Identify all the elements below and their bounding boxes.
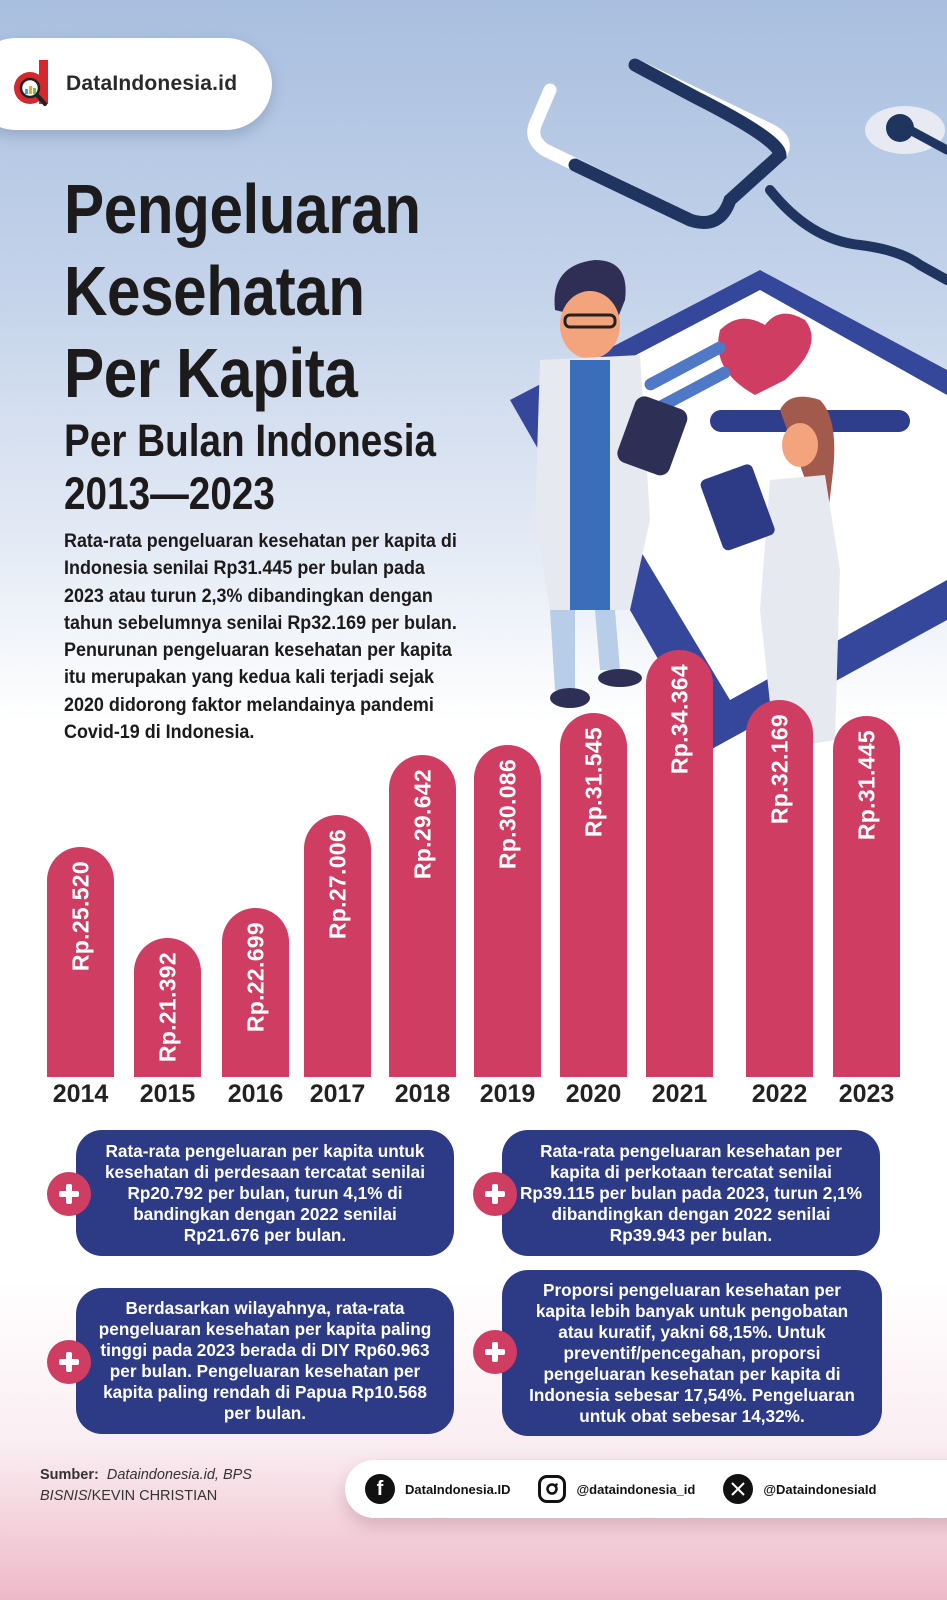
x-tick-2017: 2017 bbox=[309, 1080, 366, 1108]
stethoscope-icon bbox=[527, 58, 947, 285]
bar-value-label: Rp.29.642 bbox=[409, 769, 435, 880]
brand-logo-pill: DataIndonesia.id bbox=[0, 38, 272, 130]
bar-2018: Rp.29.642 bbox=[389, 755, 456, 1077]
x-icon bbox=[723, 1474, 754, 1504]
doctor-female-illustration bbox=[700, 396, 840, 790]
bar-2022: Rp.32.169 bbox=[746, 700, 813, 1077]
note-proportion: Proporsi pengeluaran kesehatan per kapit… bbox=[502, 1270, 882, 1436]
medical-illustration bbox=[480, 50, 947, 810]
x-tick-2023: 2023 bbox=[838, 1080, 895, 1108]
title-line-1: Pengeluaran bbox=[64, 170, 421, 248]
bar-value-label: Rp.21.392 bbox=[154, 952, 180, 1063]
plus-icon bbox=[473, 1172, 517, 1216]
subtitle-years: 2013—2023 bbox=[64, 468, 275, 519]
source-value: Dataindonesia.id, BPS bbox=[106, 1467, 252, 1483]
x-tick-2019: 2019 bbox=[479, 1080, 536, 1108]
credit-author: /KEVIN CHRISTIAN bbox=[87, 1488, 218, 1504]
brand-name: DataIndonesia.id bbox=[66, 72, 238, 95]
subtitle-line-1: Per Bulan Indonesia bbox=[64, 415, 437, 466]
bar-2023: Rp.31.445 bbox=[833, 716, 900, 1077]
intro-paragraph: Rata-rata pengeluaran kesehatan per kapi… bbox=[64, 530, 457, 744]
title-block: Pengeluaran Kesehatan Per Kapita Per Bul… bbox=[64, 168, 497, 520]
bar-2017: Rp.27.006 bbox=[304, 815, 371, 1077]
instagram-handle: @dataindonesia_id bbox=[576, 1481, 696, 1497]
title-line-3: Per Kapita bbox=[64, 334, 358, 412]
source-credit: Sumber: Dataindonesia.id, BPS BISNIS/KEV… bbox=[40, 1465, 252, 1507]
note-rural: Rata-rata pengeluaran per kapita untuk k… bbox=[76, 1130, 454, 1256]
credit-outlet: BISNIS bbox=[40, 1488, 88, 1504]
bar-value-label: Rp.34.364 bbox=[666, 664, 692, 775]
social-x[interactable]: @DataindonesiaId bbox=[723, 1474, 876, 1504]
plus-icon bbox=[473, 1330, 517, 1374]
bar-value-label: Rp.32.169 bbox=[766, 714, 792, 825]
bar-chart: Rp.25.520 Rp.21.392 Rp.22.699 Rp.27.006 … bbox=[47, 650, 900, 1108]
bar-2016: Rp.22.699 bbox=[222, 908, 289, 1077]
bar-value-label: Rp.31.445 bbox=[853, 730, 879, 841]
bar-2014: Rp.25.520 bbox=[47, 847, 114, 1077]
note-text: Berdasarkan wilayahnya, rata-rata pengel… bbox=[98, 1298, 432, 1423]
x-tick-2014: 2014 bbox=[52, 1080, 109, 1108]
bar-2019: Rp.30.086 bbox=[474, 745, 541, 1077]
source-label: Sumber: bbox=[40, 1467, 99, 1483]
x-tick-2020: 2020 bbox=[565, 1080, 622, 1108]
social-facebook[interactable]: f DataIndonesia.ID bbox=[365, 1474, 510, 1504]
note-urban: Rata-rata pengeluaran kesehatan per kapi… bbox=[502, 1130, 880, 1256]
doctor-male-illustration bbox=[535, 260, 688, 708]
instagram-icon bbox=[538, 1475, 567, 1503]
x-tick-2021: 2021 bbox=[651, 1080, 708, 1108]
plus-icon bbox=[47, 1340, 91, 1384]
bar-value-label: Rp.25.520 bbox=[67, 861, 93, 972]
x-tick-2015: 2015 bbox=[139, 1080, 196, 1108]
plus-icon bbox=[47, 1172, 91, 1216]
social-links-bar: f DataIndonesia.ID @dataindonesia_id @Da… bbox=[345, 1460, 947, 1518]
brand-logo-icon bbox=[12, 60, 52, 108]
x-handle: @DataindonesiaId bbox=[763, 1481, 877, 1497]
bar-2021: Rp.34.364 bbox=[646, 650, 713, 1077]
x-tick-2016: 2016 bbox=[227, 1080, 284, 1108]
x-tick-2018: 2018 bbox=[394, 1080, 451, 1108]
bar-2015: Rp.21.392 bbox=[134, 938, 201, 1077]
note-text: Rata-rata pengeluaran per kapita untuk k… bbox=[104, 1140, 426, 1245]
note-region: Berdasarkan wilayahnya, rata-rata pengel… bbox=[76, 1288, 454, 1434]
note-text: Rata-rata pengeluaran kesehatan per kapi… bbox=[520, 1140, 862, 1245]
note-text: Proporsi pengeluaran kesehatan per kapit… bbox=[529, 1279, 855, 1426]
bar-value-label: Rp.31.545 bbox=[580, 727, 606, 838]
facebook-icon: f bbox=[365, 1474, 395, 1504]
bar-2020: Rp.31.545 bbox=[560, 713, 627, 1077]
bar-value-label: Rp.22.699 bbox=[242, 922, 268, 1033]
bar-value-label: Rp.27.006 bbox=[324, 829, 350, 940]
bar-value-label: Rp.30.086 bbox=[494, 759, 520, 870]
title-line-2: Kesehatan bbox=[64, 252, 365, 330]
x-tick-2022: 2022 bbox=[751, 1080, 808, 1108]
facebook-handle: DataIndonesia.ID bbox=[405, 1481, 511, 1497]
social-instagram[interactable]: @dataindonesia_id bbox=[538, 1475, 695, 1503]
